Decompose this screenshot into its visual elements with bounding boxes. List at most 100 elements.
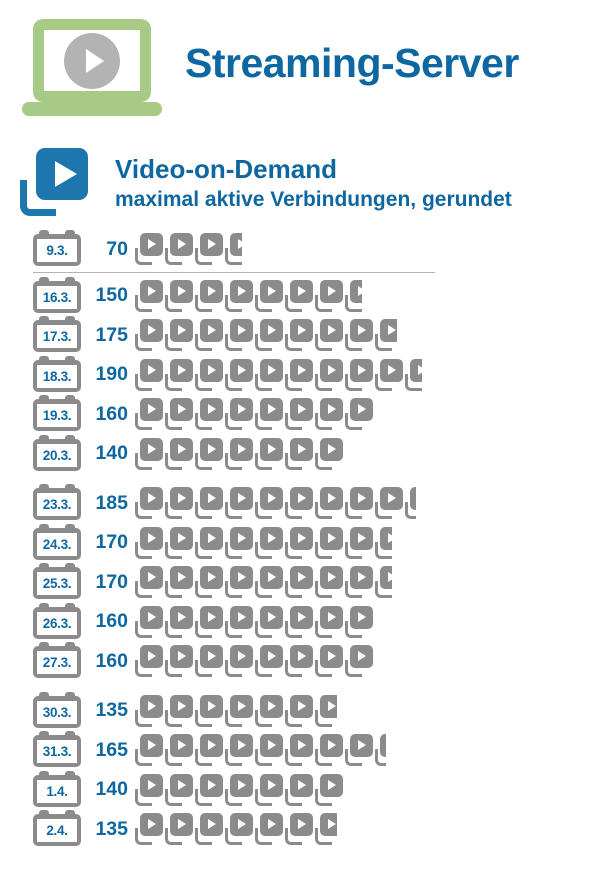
play-triangle-icon [208,651,216,661]
play-triangle-icon [178,611,186,622]
stack-outline-icon [225,413,242,430]
play-square-icon [170,566,193,589]
play-triangle-icon [388,572,392,582]
play-stack-icon [165,566,193,598]
play-stack-icon [285,773,313,806]
stack-outline-icon [345,334,362,351]
play-square-icon [230,694,253,718]
stack-outline-icon [225,749,242,766]
play-square-icon [350,566,373,589]
play-stack-icon [315,487,343,519]
play-square-icon [200,645,223,668]
stack-outline-icon [255,373,272,391]
stack-outline-icon [255,788,272,806]
play-stack-icon [165,487,193,519]
play-stack-icon [255,358,283,391]
play-stack-icon [195,773,223,806]
play-triangle-icon [328,285,336,296]
play-square-icon [36,148,88,200]
play-stack-icon [225,319,253,351]
stack-outline-icon [225,541,242,559]
stack-outline-icon [285,620,302,638]
play-triangle-icon [178,572,186,582]
stack-outline-icon [225,660,242,677]
stack-outline-icon [165,828,182,845]
data-row: 31.3. 165 [33,731,583,767]
play-stack-icon [135,526,163,559]
stack-outline-icon [165,581,182,598]
stack-outline-icon [135,294,152,312]
play-stack-icon [345,487,373,519]
play-square-icon [140,398,163,421]
play-square-icon [170,694,193,718]
stack-outline-icon [375,749,386,766]
stack-outline-icon [405,373,422,391]
play-stack-icon [195,526,223,559]
stack-outline-icon [255,413,272,430]
play-triangle-icon [268,325,276,335]
play-triangle-icon [208,819,216,829]
stack-outline-icon [315,541,332,559]
play-triangle-icon [238,443,246,454]
icon-bar [135,694,339,728]
play-square-icon [230,437,253,461]
icon-bar [135,279,364,313]
play-stack-icon [285,526,313,559]
stack-outline-icon [165,248,182,265]
play-triangle-icon [148,443,156,454]
icon-bar [135,232,244,266]
play-triangle-icon [208,364,216,375]
play-triangle-icon [298,779,306,790]
play-square-icon [230,279,253,303]
play-square-icon [230,526,253,550]
play-stack-icon [315,358,343,391]
play-stack-icon [285,437,313,470]
stack-outline-icon [135,541,152,559]
play-square-icon [140,526,163,550]
play-stack-icon [255,645,283,677]
play-triangle-icon [268,404,276,414]
play-triangle-icon [178,700,186,711]
stack-outline-icon [225,581,242,598]
play-triangle-icon [86,48,104,73]
play-square-icon [200,437,223,461]
play-triangle-icon [148,364,156,375]
play-stack-icon [165,734,193,766]
play-stack-icon [135,437,163,470]
play-stack-icon [135,566,163,598]
play-square-icon [170,437,193,461]
play-stack-icon [165,645,193,677]
stack-outline-icon [345,294,362,312]
value-label: 185 [95,491,128,514]
date-label: 24.3. [37,532,77,556]
data-row: 20.3. 140 [33,434,583,471]
data-row: 2.4. 135 [33,810,583,846]
play-triangle-icon [358,285,362,296]
play-square-icon [410,487,416,510]
play-square-icon [140,605,163,629]
play-square-icon [290,645,313,668]
play-triangle-icon [328,532,336,543]
play-square-icon [170,734,193,757]
play-triangle-icon [328,740,336,750]
play-square-icon [290,773,313,797]
play-stack-icon [135,487,163,519]
stack-outline-icon [255,334,272,351]
section-divider [33,271,435,273]
play-stack-icon [285,605,313,638]
play-square-icon [350,398,373,421]
stack-outline-icon [195,334,212,351]
stack-outline-icon [285,373,302,391]
stack-outline-icon [405,502,416,519]
play-triangle-icon [178,493,186,503]
play-square-icon [260,566,283,589]
play-square-icon [200,605,223,629]
play-square-icon [350,279,362,303]
play-stack-icon [345,279,362,312]
stack-outline-icon [225,294,242,312]
play-triangle-icon [268,364,276,375]
rows: 9.3. 70 16.3. 150 17.3. 175 18.3. 190 19.3. 160 20… [33,230,583,852]
stack-outline-icon [315,452,332,470]
play-stack-icon [255,319,283,351]
play-square-icon [260,526,283,550]
